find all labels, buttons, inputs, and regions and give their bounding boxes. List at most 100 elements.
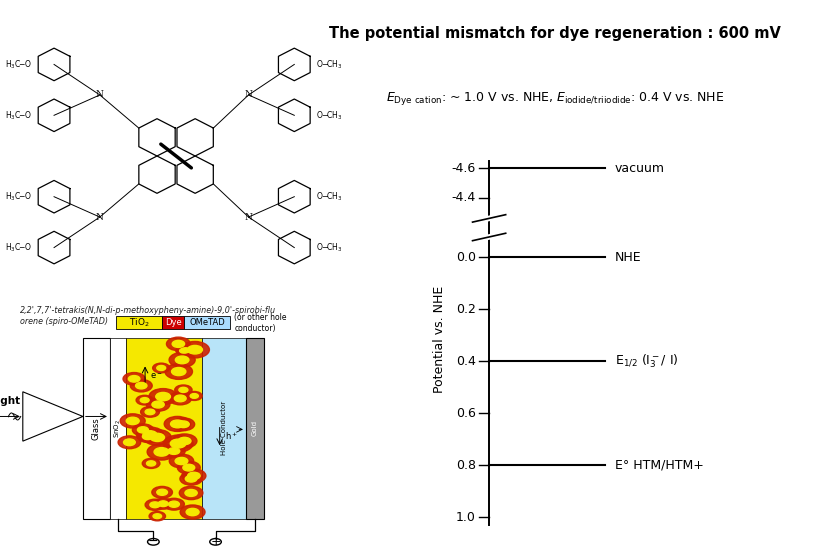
Circle shape [178, 437, 190, 445]
Circle shape [147, 461, 156, 466]
Text: 0.8: 0.8 [455, 459, 475, 472]
Circle shape [169, 454, 194, 468]
Bar [109, 337, 126, 519]
Circle shape [172, 434, 197, 448]
Circle shape [130, 380, 152, 392]
Text: OMeTAD: OMeTAD [189, 318, 225, 328]
Circle shape [153, 514, 161, 519]
Text: 0.4: 0.4 [455, 355, 475, 368]
Circle shape [126, 417, 139, 424]
Text: E° HTM/HTM+: E° HTM/HTM+ [614, 459, 703, 472]
Circle shape [143, 429, 171, 445]
Circle shape [169, 392, 191, 405]
Text: (or other hole
conductor): (or other hole conductor) [233, 313, 286, 333]
Circle shape [165, 364, 192, 380]
Text: The potential mismatch for dye regeneration : 600 mV: The potential mismatch for dye regenerat… [329, 26, 781, 41]
Circle shape [187, 472, 200, 479]
Circle shape [169, 352, 195, 367]
Circle shape [181, 469, 205, 482]
Circle shape [154, 447, 169, 456]
Text: O─CH$_3$: O─CH$_3$ [316, 109, 343, 121]
Bar [184, 317, 229, 329]
Text: H$_3$C─O: H$_3$C─O [5, 190, 32, 203]
Circle shape [149, 388, 177, 405]
Circle shape [187, 346, 202, 354]
Circle shape [152, 486, 172, 498]
Text: Light: Light [0, 396, 20, 406]
Circle shape [150, 502, 160, 508]
Circle shape [156, 489, 167, 496]
Text: +: + [210, 536, 220, 547]
Circle shape [150, 433, 164, 441]
Text: Hole Conductor: Hole Conductor [221, 401, 227, 455]
Circle shape [185, 475, 197, 482]
Circle shape [170, 439, 185, 448]
Text: O─CH$_3$: O─CH$_3$ [316, 58, 343, 71]
Circle shape [162, 445, 185, 457]
Text: −: − [148, 536, 158, 547]
Circle shape [172, 418, 195, 430]
Text: vacuum: vacuum [614, 162, 664, 174]
Text: O─CH$_3$: O─CH$_3$ [316, 241, 343, 254]
Circle shape [158, 501, 168, 507]
Circle shape [145, 409, 155, 415]
Circle shape [186, 392, 202, 400]
Text: NHE: NHE [614, 251, 641, 264]
Circle shape [146, 398, 170, 411]
Bar [202, 337, 245, 519]
Circle shape [147, 444, 176, 460]
Text: h$^+$: h$^+$ [224, 430, 238, 443]
Text: -4.6: -4.6 [451, 162, 475, 174]
Text: 1.0: 1.0 [455, 511, 475, 524]
Circle shape [175, 385, 192, 395]
Circle shape [181, 341, 209, 358]
Circle shape [177, 346, 194, 355]
Circle shape [185, 490, 197, 497]
Bar [246, 337, 264, 519]
Circle shape [153, 498, 173, 509]
Text: O─CH$_3$: O─CH$_3$ [316, 190, 343, 203]
Circle shape [137, 430, 158, 443]
Circle shape [149, 511, 166, 521]
Bar [126, 337, 202, 519]
Circle shape [152, 363, 170, 373]
Text: N: N [244, 90, 253, 100]
Circle shape [180, 505, 205, 519]
Circle shape [128, 376, 140, 382]
Circle shape [123, 439, 135, 446]
Circle shape [181, 348, 190, 353]
Circle shape [166, 337, 190, 351]
Circle shape [176, 356, 189, 364]
Circle shape [172, 340, 185, 347]
Text: Dye: Dye [165, 318, 181, 328]
Text: SnO$_2$: SnO$_2$ [113, 418, 123, 438]
Circle shape [142, 430, 157, 439]
Circle shape [177, 421, 189, 428]
Circle shape [137, 427, 163, 443]
Circle shape [141, 406, 159, 417]
Circle shape [156, 392, 171, 401]
Text: 0.2: 0.2 [455, 303, 475, 316]
Text: $E_{\mathrm{Dye\ cation}}$: ~ 1.0 V vs. NHE, $E_{\mathrm{iodide/triiodide}}$: 0.: $E_{\mathrm{Dye\ cation}}$: ~ 1.0 V vs. … [386, 90, 724, 107]
Bar [83, 337, 109, 519]
Circle shape [171, 368, 185, 376]
Circle shape [156, 365, 166, 370]
Text: 0.6: 0.6 [455, 407, 475, 420]
Circle shape [140, 398, 149, 403]
Text: H$_3$C─O: H$_3$C─O [5, 58, 32, 71]
Text: H$_3$C─O: H$_3$C─O [5, 241, 32, 254]
Circle shape [171, 420, 184, 428]
Circle shape [177, 461, 200, 474]
Text: TiO$_2$: TiO$_2$ [128, 317, 149, 329]
Text: e$^-$: e$^-$ [150, 371, 162, 381]
Text: N: N [96, 90, 104, 100]
Bar [161, 317, 184, 329]
Circle shape [123, 373, 145, 385]
Circle shape [145, 499, 165, 510]
Circle shape [142, 433, 153, 440]
Text: N: N [96, 213, 104, 222]
Circle shape [142, 458, 160, 468]
Circle shape [132, 424, 153, 436]
Circle shape [176, 346, 191, 355]
Circle shape [180, 473, 202, 485]
